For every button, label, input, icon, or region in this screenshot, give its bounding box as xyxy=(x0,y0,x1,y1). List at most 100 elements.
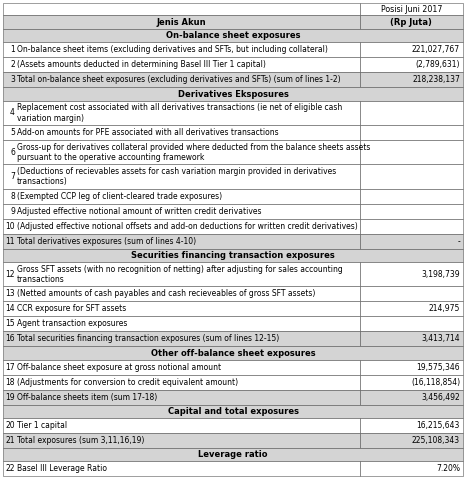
Bar xyxy=(3,418,359,433)
Text: (Assets amounts deducted in determining Basel III Tier 1 capital): (Assets amounts deducted in determining … xyxy=(17,60,266,69)
Bar xyxy=(3,389,359,405)
Text: 7.20%: 7.20% xyxy=(436,464,460,473)
Bar xyxy=(359,234,463,249)
Bar xyxy=(3,189,359,204)
Text: 11: 11 xyxy=(6,237,15,246)
Text: Off-balance sheet exposure at gross notional amount: Off-balance sheet exposure at gross noti… xyxy=(17,363,221,372)
Bar xyxy=(359,219,463,234)
Text: Jenis Akun: Jenis Akun xyxy=(157,18,206,27)
Bar xyxy=(359,389,463,405)
Bar xyxy=(359,204,463,219)
Bar xyxy=(3,15,359,29)
Text: 15: 15 xyxy=(6,319,15,329)
Text: 14: 14 xyxy=(6,305,15,313)
Bar xyxy=(3,433,359,448)
Bar xyxy=(359,101,463,125)
Bar xyxy=(3,262,359,286)
Text: 5: 5 xyxy=(10,128,15,137)
Text: (Netted amounts of cash payables and cash recieveables of gross SFT assets): (Netted amounts of cash payables and cas… xyxy=(17,289,315,298)
Text: 13: 13 xyxy=(6,289,15,298)
Text: 3,198,739: 3,198,739 xyxy=(421,270,460,279)
Bar xyxy=(359,461,463,476)
Text: 17: 17 xyxy=(6,363,15,372)
Bar xyxy=(359,57,463,72)
Text: 6: 6 xyxy=(10,148,15,157)
Text: 16,215,643: 16,215,643 xyxy=(417,421,460,430)
Bar xyxy=(3,360,359,375)
Text: 1: 1 xyxy=(10,46,15,55)
Text: Total securities financing transaction exposures (sum of lines 12-15): Total securities financing transaction e… xyxy=(17,334,279,343)
Bar xyxy=(359,43,463,57)
Text: -: - xyxy=(457,237,460,246)
Bar xyxy=(3,57,359,72)
Text: Total derivatives exposures (sum of lines 4-10): Total derivatives exposures (sum of line… xyxy=(17,237,196,246)
Text: On-balance sheet items (excluding derivatives and SFTs, but including collateral: On-balance sheet items (excluding deriva… xyxy=(17,46,328,55)
Text: Derivatives Eksposures: Derivatives Eksposures xyxy=(178,90,288,99)
Text: 4: 4 xyxy=(10,108,15,117)
Bar xyxy=(3,219,359,234)
Text: 21: 21 xyxy=(6,436,15,445)
Text: Securities financing transaction exposures: Securities financing transaction exposur… xyxy=(131,251,335,260)
Text: Add-on amounts for PFE associated with all derivatives transactions: Add-on amounts for PFE associated with a… xyxy=(17,128,279,137)
Bar xyxy=(3,346,463,360)
Bar xyxy=(3,43,359,57)
Text: 3: 3 xyxy=(10,76,15,84)
Bar xyxy=(359,72,463,88)
Text: 218,238,137: 218,238,137 xyxy=(412,76,460,84)
Text: 18: 18 xyxy=(6,377,15,387)
Bar xyxy=(359,3,463,15)
Text: Total on-balance sheet exposures (excluding derivatives and SFTs) (sum of lines : Total on-balance sheet exposures (exclud… xyxy=(17,76,341,84)
Bar xyxy=(3,125,359,140)
Text: (Rp Juta): (Rp Juta) xyxy=(391,18,432,27)
Text: Tier 1 capital: Tier 1 capital xyxy=(17,421,67,430)
Text: Gross SFT assets (with no recognition of netting) after adjusting for sales acco: Gross SFT assets (with no recognition of… xyxy=(17,264,343,284)
Text: Replacement cost associated with all derivatives transactions (ie net of eligibl: Replacement cost associated with all der… xyxy=(17,103,342,123)
Bar xyxy=(359,331,463,346)
Text: 12: 12 xyxy=(6,270,15,279)
Bar xyxy=(359,301,463,317)
Bar xyxy=(359,317,463,331)
Bar xyxy=(3,204,359,219)
Bar xyxy=(359,164,463,189)
Text: 221,027,767: 221,027,767 xyxy=(412,46,460,55)
Bar xyxy=(3,3,359,15)
Text: (16,118,854): (16,118,854) xyxy=(411,377,460,387)
Text: 214,975: 214,975 xyxy=(429,305,460,313)
Text: 2: 2 xyxy=(10,60,15,69)
Bar xyxy=(359,140,463,164)
Bar xyxy=(3,461,359,476)
Text: 19,575,346: 19,575,346 xyxy=(417,363,460,372)
Text: 225,108,343: 225,108,343 xyxy=(412,436,460,445)
Bar xyxy=(3,164,359,189)
Bar xyxy=(3,234,359,249)
Text: 16: 16 xyxy=(6,334,15,343)
Bar xyxy=(3,405,463,418)
Text: Leverage ratio: Leverage ratio xyxy=(198,450,268,459)
Text: Total exposures (sum 3,11,16,19): Total exposures (sum 3,11,16,19) xyxy=(17,436,144,445)
Text: 22: 22 xyxy=(6,464,15,473)
Text: (Exempted CCP leg of client-cleared trade exposures): (Exempted CCP leg of client-cleared trad… xyxy=(17,192,222,201)
Bar xyxy=(3,249,463,262)
Bar xyxy=(359,15,463,29)
Bar xyxy=(3,301,359,317)
Bar xyxy=(3,331,359,346)
Text: 3,456,492: 3,456,492 xyxy=(421,393,460,402)
Bar xyxy=(3,72,359,88)
Text: (2,789,631): (2,789,631) xyxy=(416,60,460,69)
Text: 19: 19 xyxy=(6,393,15,402)
Bar xyxy=(359,262,463,286)
Text: (Deductions of recievables assets for cash variation margin provided in derivati: (Deductions of recievables assets for ca… xyxy=(17,167,336,186)
Text: 10: 10 xyxy=(6,222,15,231)
Text: On-balance sheet exposures: On-balance sheet exposures xyxy=(166,31,300,40)
Text: Posisi Juni 2017: Posisi Juni 2017 xyxy=(381,5,442,13)
Bar xyxy=(359,375,463,389)
Text: 20: 20 xyxy=(6,421,15,430)
Bar xyxy=(3,448,463,461)
Bar xyxy=(359,418,463,433)
Text: Gross-up for derivatives collateral provided where deducted from the balance she: Gross-up for derivatives collateral prov… xyxy=(17,143,370,162)
Text: Capital and total exposures: Capital and total exposures xyxy=(167,407,299,416)
Bar xyxy=(3,286,359,301)
Text: 9: 9 xyxy=(10,207,15,216)
Bar xyxy=(3,140,359,164)
Bar xyxy=(359,360,463,375)
